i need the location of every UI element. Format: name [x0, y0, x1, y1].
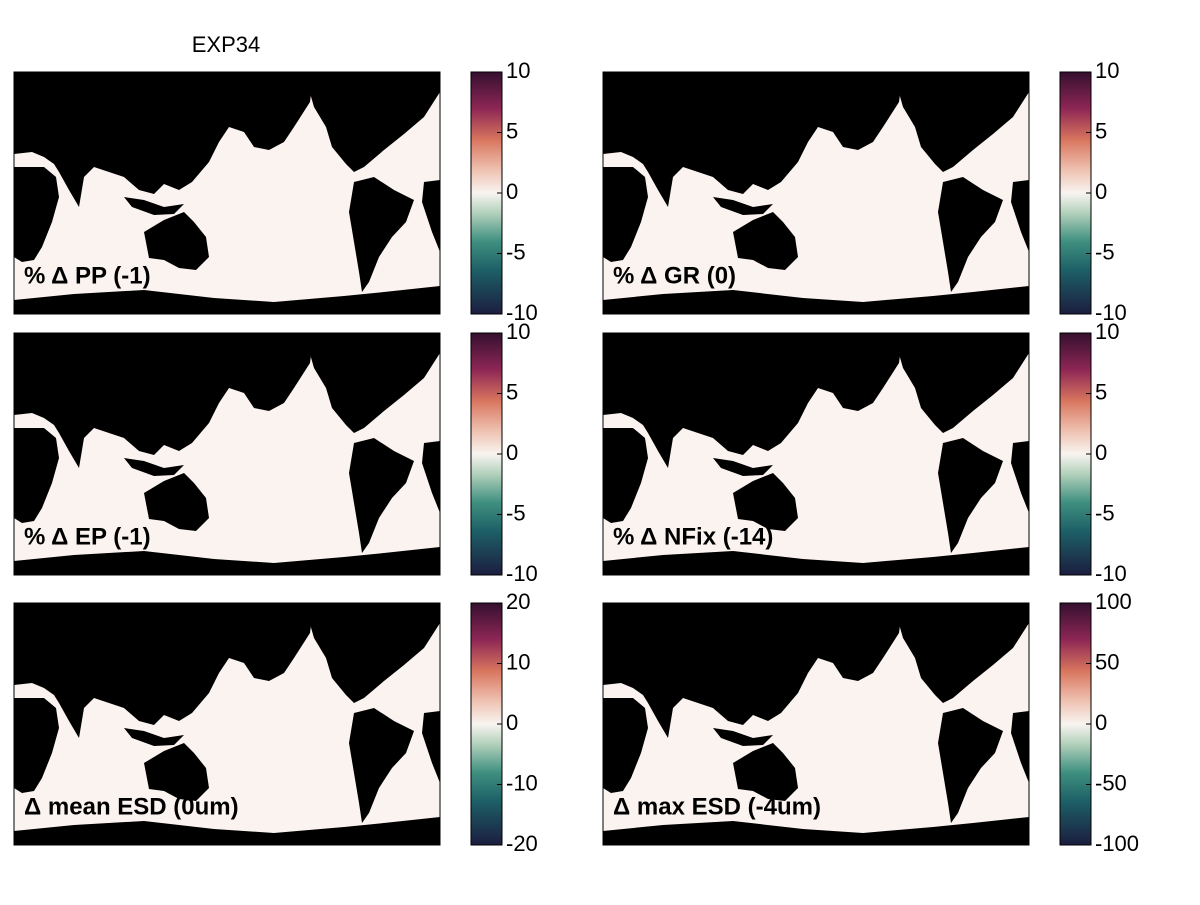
colorbar-tick-label: 10 [506, 319, 530, 344]
map-frame [602, 71, 1030, 315]
colorbar-tick-label: 5 [506, 118, 518, 143]
map-panel: % Δ NFix (-14) [602, 332, 1030, 576]
colorbar-tick-label: 0 [506, 710, 518, 735]
colorbar-tick-label: -5 [1095, 239, 1115, 264]
colorbar-tick-label: 0 [506, 440, 518, 465]
colorbar-tick-label: -10 [506, 561, 538, 586]
panel-label: % Δ NFix (-14) [613, 523, 773, 550]
panel-label: % Δ GR (0) [613, 262, 736, 289]
colorbar-tick-label: 100 [1095, 589, 1132, 614]
map-panel: Δ max ESD (-4um) [602, 602, 1030, 846]
colorbar-tick-label: -10 [1095, 300, 1127, 325]
colorbar: -10 -5 0 5 10 [1059, 319, 1127, 586]
colorbar-tick-label: 5 [506, 379, 518, 404]
colorbar-tick-label: 5 [1095, 379, 1107, 404]
colorbar-tick-label: -10 [506, 770, 538, 795]
colorbar-tick-label: -5 [506, 500, 526, 525]
colorbar-tick-label: 5 [1095, 118, 1107, 143]
map-frame [13, 602, 441, 846]
colorbar-tick-label: 10 [1095, 319, 1119, 344]
colorbar-gradient [1059, 602, 1092, 846]
colorbar: -10 -5 0 5 10 [470, 58, 538, 325]
colorbar-tick-label: -100 [1095, 831, 1139, 856]
colorbar: -10 -5 0 5 10 [470, 319, 538, 586]
colorbar-tick-label: -20 [506, 831, 538, 856]
figure-title: EXP34 [192, 32, 261, 57]
colorbar-tick-label: -5 [1095, 500, 1115, 525]
colorbar-gradient [470, 602, 503, 846]
map-frame [13, 71, 441, 315]
map-frame [602, 332, 1030, 576]
colorbar-tick-label: 0 [506, 179, 518, 204]
panel-label: Δ mean ESD (0um) [24, 793, 239, 820]
map-frame [13, 332, 441, 576]
colorbar: -10 -5 0 5 10 [1059, 58, 1127, 325]
colorbar-gradient [1059, 332, 1092, 576]
colorbar-tick-label: 0 [1095, 440, 1107, 465]
colorbar-tick-label: 10 [1095, 58, 1119, 83]
colorbar-gradient [470, 71, 503, 315]
colorbar-tick-label: 0 [1095, 179, 1107, 204]
colorbar-tick-label: -10 [506, 300, 538, 325]
colorbar: -100 -50 0 50 100 [1059, 589, 1139, 856]
colorbar-tick-label: 10 [506, 649, 530, 674]
colorbar: -20 -10 0 10 20 [470, 589, 538, 856]
colorbar-tick-label: -50 [1095, 770, 1127, 795]
colorbar-gradient [470, 332, 503, 576]
colorbar-tick-label: 20 [506, 589, 530, 614]
panel-label: Δ max ESD (-4um) [613, 793, 821, 820]
colorbar-tick-label: 10 [506, 58, 530, 83]
colorbar-tick-label: -10 [1095, 561, 1127, 586]
colorbar-tick-label: -5 [506, 239, 526, 264]
map-frame [602, 602, 1030, 846]
map-panel: % Δ EP (-1) [13, 332, 441, 576]
map-panel: % Δ GR (0) [602, 71, 1030, 315]
colorbar-tick-label: 50 [1095, 649, 1119, 674]
colorbar-tick-label: 0 [1095, 710, 1107, 735]
map-panel: % Δ PP (-1) [13, 71, 441, 315]
panel-label: % Δ PP (-1) [24, 262, 151, 289]
panel-label: % Δ EP (-1) [24, 523, 151, 550]
map-panel: Δ mean ESD (0um) [13, 602, 441, 846]
